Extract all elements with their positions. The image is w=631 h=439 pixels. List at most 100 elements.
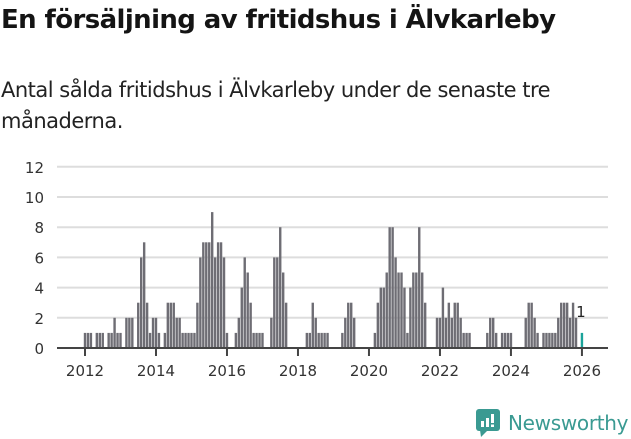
bar[interactable]	[551, 332, 554, 348]
bar[interactable]	[169, 302, 172, 348]
bar[interactable]	[571, 302, 575, 348]
bar[interactable]	[222, 257, 226, 348]
bar[interactable]	[240, 287, 243, 348]
bar[interactable]	[140, 257, 143, 348]
bar[interactable]	[347, 302, 350, 348]
bar[interactable]	[311, 302, 314, 348]
bar[interactable]	[101, 332, 104, 348]
bar[interactable]	[438, 317, 442, 348]
bar[interactable]	[151, 317, 155, 348]
bar[interactable]	[456, 302, 459, 348]
bar[interactable]	[258, 332, 261, 348]
bar[interactable]	[568, 317, 572, 348]
bar[interactable]	[341, 332, 344, 348]
bar[interactable]	[450, 317, 453, 348]
bar[interactable]	[397, 272, 400, 349]
bar[interactable]	[382, 287, 385, 348]
bar[interactable]	[418, 227, 421, 348]
bar[interactable]	[385, 272, 388, 349]
bar[interactable]	[116, 332, 119, 348]
bar[interactable]	[462, 332, 465, 348]
bar[interactable]	[379, 287, 382, 348]
bar[interactable]	[344, 317, 347, 348]
bar[interactable]	[113, 317, 116, 348]
bar[interactable]	[175, 317, 178, 348]
bar[interactable]	[557, 317, 560, 348]
bar[interactable]	[196, 302, 199, 348]
bar[interactable]	[166, 302, 170, 348]
bar[interactable]	[548, 332, 551, 348]
bar[interactable]	[326, 332, 329, 348]
bar[interactable]	[486, 332, 489, 348]
newsworthy-logo[interactable]: Newsworthy	[476, 408, 629, 438]
bar[interactable]	[406, 332, 409, 348]
bar[interactable]	[560, 302, 563, 348]
bar[interactable]	[95, 332, 99, 348]
bar[interactable]	[190, 332, 193, 348]
bar[interactable]	[284, 302, 288, 348]
bar[interactable]	[148, 332, 152, 348]
bar[interactable]	[400, 272, 403, 349]
bar[interactable]	[492, 317, 495, 348]
bar[interactable]	[421, 272, 424, 349]
bar[interactable]	[441, 287, 445, 348]
bar[interactable]	[447, 302, 451, 348]
bar[interactable]	[83, 332, 87, 348]
bar[interactable]	[261, 332, 264, 348]
bar[interactable]	[234, 332, 238, 348]
bar[interactable]	[574, 317, 578, 348]
bar[interactable]	[536, 332, 539, 348]
bar[interactable]	[89, 332, 93, 348]
bar[interactable]	[208, 242, 211, 348]
bar[interactable]	[524, 317, 527, 348]
bar[interactable]	[243, 257, 246, 348]
bar[interactable]	[323, 332, 326, 348]
bar[interactable]	[305, 332, 309, 348]
bar[interactable]	[394, 257, 397, 348]
bar[interactable]	[423, 302, 427, 348]
bar[interactable]	[415, 272, 418, 349]
bar[interactable]	[279, 227, 282, 348]
bar[interactable]	[225, 332, 229, 348]
bar[interactable]	[181, 332, 184, 348]
bar[interactable]	[187, 332, 190, 348]
bar[interactable]	[509, 332, 513, 348]
bar[interactable]	[157, 332, 161, 348]
bar[interactable]	[202, 242, 205, 348]
bar[interactable]	[435, 317, 439, 348]
bar[interactable]	[110, 332, 113, 348]
bar[interactable]	[210, 212, 214, 348]
bar[interactable]	[545, 332, 548, 348]
bar[interactable]	[453, 302, 456, 348]
bar[interactable]	[237, 317, 241, 348]
bar[interactable]	[489, 317, 492, 348]
bar[interactable]	[376, 302, 380, 348]
bar[interactable]	[412, 272, 415, 349]
bar[interactable]	[352, 317, 356, 348]
bar[interactable]	[500, 332, 504, 348]
bar[interactable]	[163, 332, 167, 348]
bar[interactable]	[403, 287, 406, 348]
bar[interactable]	[465, 332, 468, 348]
bar[interactable]	[388, 227, 391, 348]
bar[interactable]	[184, 332, 187, 348]
bar[interactable]	[193, 332, 196, 348]
bar[interactable]	[320, 332, 323, 348]
bar[interactable]	[506, 332, 510, 348]
bar[interactable]	[459, 317, 462, 348]
bar[interactable]	[219, 242, 223, 348]
bar[interactable]	[131, 317, 134, 348]
bar[interactable]	[554, 332, 557, 348]
bar[interactable]	[542, 332, 545, 348]
bar[interactable]	[119, 332, 122, 348]
bar[interactable]	[270, 317, 273, 348]
bar[interactable]	[128, 317, 131, 348]
bar[interactable]	[281, 272, 285, 349]
bar[interactable]	[249, 302, 252, 348]
bar[interactable]	[391, 227, 394, 348]
bar[interactable]	[255, 332, 258, 348]
bar[interactable]	[580, 332, 584, 348]
bar[interactable]	[273, 257, 276, 348]
bar[interactable]	[350, 302, 353, 348]
bar[interactable]	[154, 317, 158, 348]
